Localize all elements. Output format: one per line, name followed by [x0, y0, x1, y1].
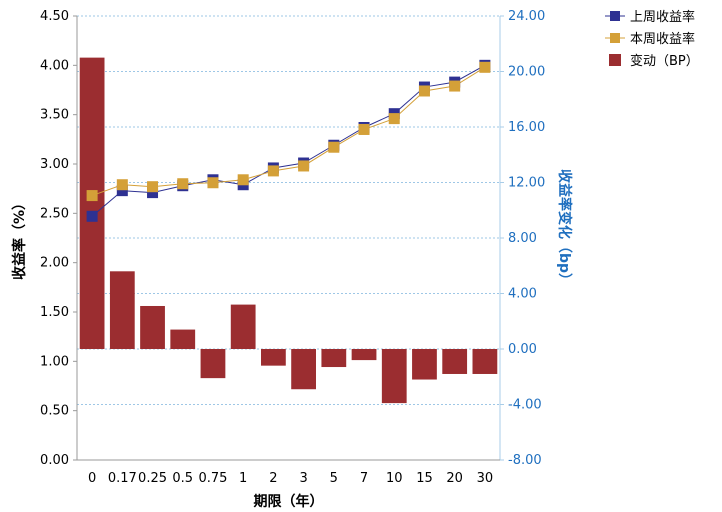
- left-tick-label: 3.50: [40, 108, 69, 123]
- series-point-0: [116, 185, 128, 197]
- bar-change-bp: [200, 349, 226, 379]
- x-tick-label: 0.17: [108, 471, 137, 486]
- series-point-1: [147, 181, 159, 193]
- x-tick-label: 0.5: [172, 471, 193, 486]
- legend-swatch: [610, 11, 620, 21]
- x-tick-label: 5: [330, 471, 338, 486]
- x-tick-label: 10: [386, 471, 403, 486]
- legend-label: 变动（BP）: [630, 53, 699, 69]
- x-tick-label: 15: [416, 471, 433, 486]
- right-tick-label: 24.00: [508, 9, 545, 24]
- bar-change-bp: [109, 271, 135, 349]
- series-point-1: [86, 190, 98, 202]
- bar-change-bp: [442, 349, 468, 374]
- series-point-1: [449, 80, 461, 92]
- legend-label: 上周收益率: [630, 9, 695, 25]
- x-tick-label: 7: [360, 471, 368, 486]
- series-point-1: [479, 61, 491, 73]
- series-point-1: [388, 113, 400, 125]
- x-tick-label: 0.25: [138, 471, 167, 486]
- x-tick-label: 0.75: [198, 471, 227, 486]
- bar-change-bp: [230, 304, 256, 349]
- legend-swatch: [610, 33, 620, 43]
- series-point-1: [116, 179, 128, 191]
- right-tick-label: 12.00: [508, 176, 545, 191]
- y2-axis-title: 收益率变化（bp）: [556, 169, 573, 287]
- bar-change-bp: [170, 329, 196, 349]
- right-tick-label: 8.00: [508, 231, 537, 246]
- right-tick-label: 4.00: [508, 287, 537, 302]
- legend-label: 本周收益率: [630, 31, 695, 47]
- right-tick-label: -8.00: [508, 453, 542, 468]
- left-tick-label: 1.00: [40, 354, 69, 369]
- bar-change-bp: [79, 57, 105, 349]
- left-tick-label: 2.50: [40, 206, 69, 221]
- left-tick-label: 0.00: [40, 453, 69, 468]
- right-tick-label: 20.00: [508, 65, 545, 80]
- x-tick-label: 0: [88, 471, 96, 486]
- right-tick-label: 16.00: [508, 120, 545, 135]
- series-point-1: [328, 141, 340, 153]
- series-point-1: [358, 123, 370, 135]
- series-point-0: [147, 187, 159, 199]
- bar-change-bp: [321, 349, 347, 368]
- series-point-1: [237, 174, 249, 186]
- series-point-1: [267, 165, 279, 177]
- left-tick-label: 3.00: [40, 157, 69, 172]
- bar-change-bp: [381, 349, 407, 404]
- bar-change-bp: [412, 349, 437, 380]
- right-tick-label: 0.00: [508, 342, 537, 357]
- y-axis-title: 收益率（%）: [11, 196, 28, 280]
- series-point-1: [298, 160, 310, 172]
- x-tick-label: 20: [446, 471, 463, 486]
- right-tick-label: -4.00: [508, 398, 542, 413]
- series-point-1: [207, 177, 219, 189]
- x-axis-title: 期限（年）: [254, 493, 324, 510]
- left-tick-label: 4.00: [40, 58, 69, 73]
- x-tick-label: 30: [477, 471, 494, 486]
- series-point-1: [177, 178, 189, 190]
- x-tick-label: 2: [269, 471, 277, 486]
- bar-change-bp: [140, 305, 165, 349]
- left-tick-label: 4.50: [40, 9, 69, 24]
- bar-change-bp: [261, 349, 286, 366]
- bar-change-bp: [291, 349, 316, 390]
- legend-swatch: [609, 54, 621, 66]
- x-tick-label: 3: [299, 471, 307, 486]
- series-point-1: [418, 85, 430, 97]
- x-tick-label: 1: [239, 471, 247, 486]
- left-tick-label: 1.50: [40, 305, 69, 320]
- bar-change-bp: [351, 349, 377, 361]
- left-tick-label: 2.00: [40, 256, 69, 271]
- series-point-0: [86, 210, 98, 222]
- left-tick-label: 0.50: [40, 404, 69, 419]
- bar-change-bp: [472, 349, 498, 374]
